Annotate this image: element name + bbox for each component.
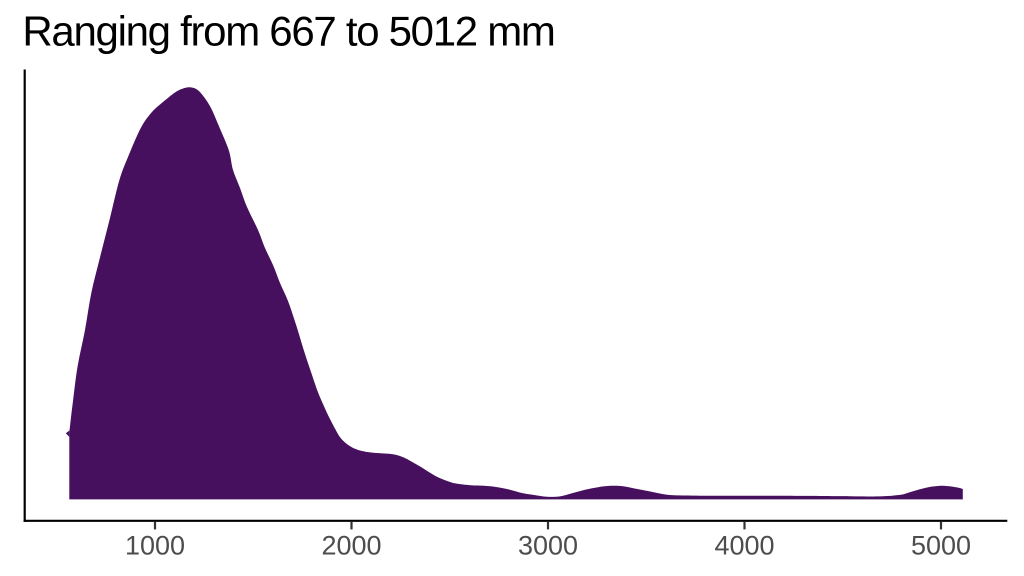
svg-text:Ranging from 667 to 5012 mm: Ranging from 667 to 5012 mm	[22, 8, 554, 55]
svg-text:3000: 3000	[518, 530, 578, 560]
svg-text:4000: 4000	[714, 530, 774, 560]
svg-text:5000: 5000	[911, 530, 971, 560]
svg-text:2000: 2000	[321, 530, 381, 560]
svg-text:1000: 1000	[125, 530, 185, 560]
